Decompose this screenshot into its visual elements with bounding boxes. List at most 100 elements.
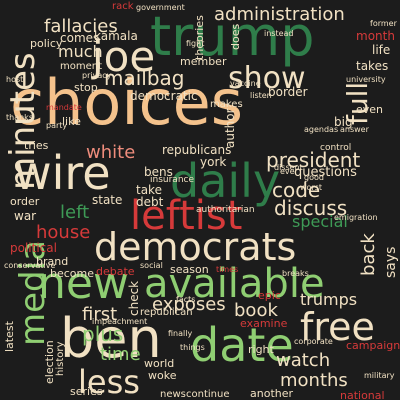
word-month: month [356, 29, 395, 43]
word-york: york [200, 155, 227, 169]
word-former: former [370, 19, 397, 28]
word-democratic: democratic [130, 89, 198, 103]
word-back: back [358, 233, 379, 276]
word-good: good [304, 173, 324, 182]
word-brand: brand [36, 255, 69, 268]
word-order: order [10, 195, 40, 208]
word-agendas: agendas [304, 125, 339, 134]
word-fight: fight [186, 39, 205, 48]
word-does: does [229, 23, 242, 50]
word-republicans: republicans [162, 143, 232, 157]
word-house: house [36, 222, 91, 243]
word-trumps: trumps [300, 290, 358, 309]
word-theories: theories [193, 15, 206, 60]
word-mailbag: mailbag [104, 66, 185, 90]
word-privacy: privacy [82, 71, 112, 80]
word-months: months [280, 370, 348, 391]
word-administration: administration [214, 4, 345, 25]
word-news: news [160, 389, 186, 400]
word-fallacies: fallacies [44, 16, 118, 37]
word-stop: stop [74, 81, 98, 94]
word-book: book [234, 300, 278, 321]
word-right: right [248, 343, 274, 356]
word-policy: policy [30, 37, 63, 50]
word-tries: tries [24, 139, 49, 152]
word-takes: takes [356, 59, 389, 73]
word-government: government [136, 3, 185, 12]
word-corporate: corporate [294, 337, 333, 346]
word-code: code [272, 178, 321, 202]
word-social: social [140, 261, 163, 270]
word-vaccine: vaccine [230, 79, 261, 88]
word-border: border [268, 85, 308, 99]
word-conservative: conservative [4, 261, 56, 270]
word-discuss: discuss [274, 196, 348, 220]
word-university: university [346, 75, 386, 84]
word-time: time [100, 344, 141, 365]
word-listen: listen [250, 91, 272, 100]
word-examine: examine [240, 317, 288, 330]
word-says: says [383, 246, 399, 278]
word-world: world [144, 357, 175, 370]
word-worst: worst [300, 183, 323, 192]
word-series: series [70, 385, 103, 398]
word-history: history [55, 341, 66, 376]
word-things: things [180, 343, 205, 352]
word-free: free [300, 305, 375, 349]
word-special: special [292, 212, 348, 231]
word-less: less [78, 363, 140, 400]
word-take: take [136, 183, 162, 197]
word-watch: watch [276, 350, 331, 371]
word-campaign: campaign [346, 339, 400, 352]
word-author: author [223, 108, 237, 148]
word-wire: wire [14, 146, 111, 200]
word-control: control [320, 143, 352, 153]
word-leftist: leftist [130, 193, 243, 239]
word-impeachment: impeachment [92, 317, 148, 326]
word-comes: comes [60, 31, 100, 45]
word-answer: answer [340, 125, 369, 134]
word-authoritarian: authoritarian [196, 205, 255, 215]
word-life: life [372, 43, 391, 57]
word-finally: finally [168, 329, 193, 338]
word-emigration: emigration [334, 213, 378, 222]
word-plus: plus [82, 322, 124, 346]
word-party: party [46, 121, 68, 130]
word-debt: debt [136, 195, 164, 209]
word-bens: bens [144, 165, 173, 179]
word-dissent: dissent [274, 163, 303, 172]
word-election: election [43, 340, 56, 384]
word-military: military [364, 371, 395, 380]
word-democrats: democrats [94, 225, 297, 269]
word-facts: facts [176, 295, 196, 304]
word-rack: rack [112, 1, 134, 12]
word-trump: trump [150, 5, 315, 68]
word-republican: republican [140, 307, 193, 318]
word-another: another [250, 387, 294, 400]
word-times: times [216, 265, 239, 274]
word-ever: ever [280, 167, 298, 176]
word-makes: makes [210, 99, 243, 110]
word-national: national [340, 389, 385, 400]
word-choices: choices [10, 66, 244, 139]
word-breaks: breaks [282, 269, 309, 278]
word-debate: debate [96, 265, 135, 278]
word-first: first [82, 304, 118, 325]
word-new: new [38, 258, 129, 309]
word-thanks: thanks [6, 113, 33, 122]
word-available: available [144, 261, 325, 307]
word-ben: ben [60, 307, 162, 370]
word-left: left [60, 202, 90, 223]
word-become: become [50, 267, 95, 280]
word-show: show [228, 61, 306, 96]
word-war: war [14, 209, 37, 223]
word-epic: epic [258, 289, 281, 302]
word-insurance: insurance [150, 175, 195, 185]
word-exposes: exposes [152, 294, 226, 315]
word-mandate: mandate [46, 103, 82, 112]
word-state: state [92, 193, 123, 207]
word-date: date [190, 318, 294, 372]
word-questions: questions [294, 165, 357, 180]
word-even: even [356, 103, 384, 116]
word-host: host [6, 75, 24, 84]
